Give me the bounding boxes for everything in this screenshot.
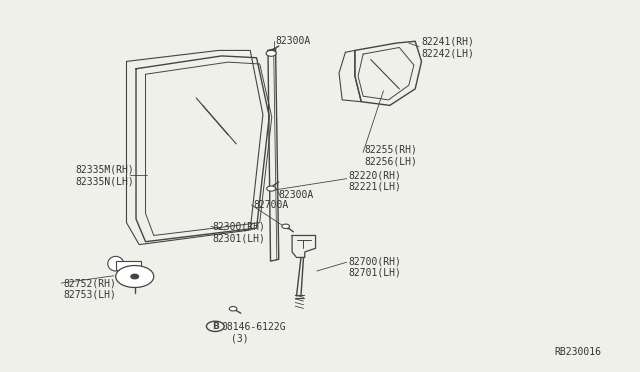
Ellipse shape — [108, 256, 124, 271]
Text: 82255(RH): 82255(RH) — [364, 144, 417, 154]
Circle shape — [116, 266, 154, 288]
Text: 82335M(RH): 82335M(RH) — [76, 164, 134, 174]
Text: 82335N(LH): 82335N(LH) — [76, 176, 134, 186]
Text: 82752(RH): 82752(RH) — [63, 278, 116, 288]
Circle shape — [229, 307, 237, 311]
Circle shape — [267, 186, 276, 191]
Circle shape — [131, 274, 138, 279]
Text: 82753(LH): 82753(LH) — [63, 290, 116, 300]
Text: 08146-6122G: 08146-6122G — [221, 322, 286, 332]
Text: 82241(RH): 82241(RH) — [422, 36, 474, 46]
Text: B: B — [212, 322, 219, 331]
Text: 82256(LH): 82256(LH) — [364, 156, 417, 166]
Text: 82221(LH): 82221(LH) — [349, 182, 401, 192]
Text: 82701(LH): 82701(LH) — [349, 268, 401, 278]
Text: 82700(RH): 82700(RH) — [349, 256, 401, 266]
Circle shape — [282, 224, 289, 228]
Text: 82301(LH): 82301(LH) — [212, 233, 265, 243]
Text: RB230016: RB230016 — [555, 347, 602, 357]
Bar — [116, 261, 141, 270]
Text: 82300A: 82300A — [279, 190, 314, 200]
Text: 82220(RH): 82220(RH) — [349, 170, 401, 180]
Circle shape — [207, 321, 224, 331]
Text: 82300(RH): 82300(RH) — [212, 221, 265, 231]
Text: 82242(LH): 82242(LH) — [422, 48, 474, 58]
Circle shape — [266, 51, 276, 56]
Text: 82300A: 82300A — [276, 36, 311, 46]
Text: (3): (3) — [231, 334, 249, 344]
Text: 82700A: 82700A — [253, 200, 289, 210]
